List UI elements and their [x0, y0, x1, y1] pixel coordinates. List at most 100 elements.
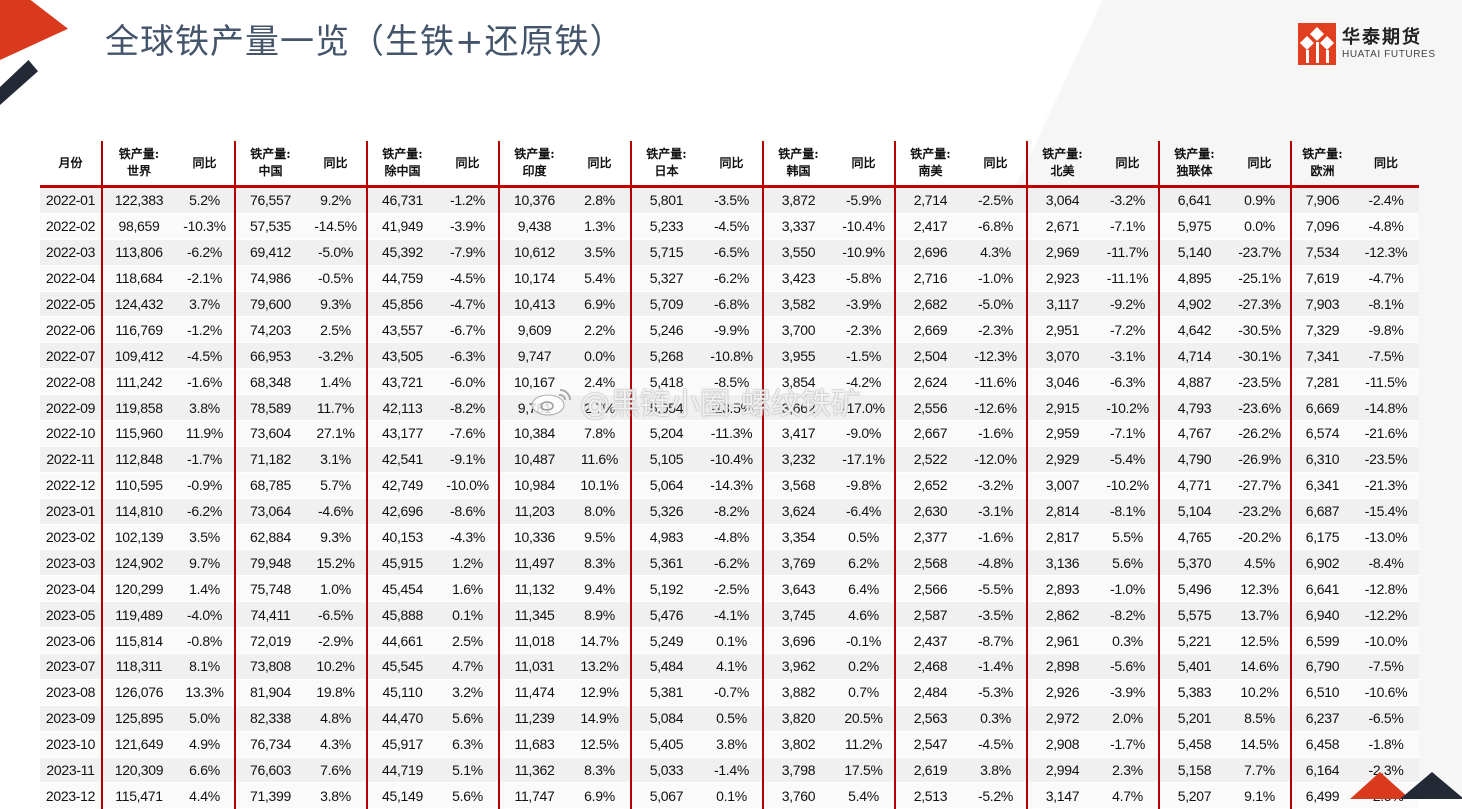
output-cell: 5,204 — [630, 420, 701, 447]
output-cell: 11,239 — [498, 705, 569, 732]
output-cell: 118,684 — [101, 265, 175, 292]
yoy-cell: 4.4% — [175, 782, 235, 809]
yoy-cell: 5.6% — [437, 782, 499, 809]
column-header-yoy: 同比 — [833, 141, 895, 188]
yoy-cell: 0.7% — [833, 679, 895, 706]
output-cell: 2,624 — [894, 368, 965, 396]
output-cell: 45,915 — [366, 549, 437, 577]
yoy-cell: -6.3% — [437, 342, 499, 370]
output-cell: 11,683 — [498, 731, 569, 758]
yoy-cell: -4.5% — [701, 213, 763, 240]
output-cell: 3,337 — [762, 213, 833, 240]
output-cell: 10,984 — [498, 472, 569, 499]
yoy-cell: -21.3% — [1353, 472, 1419, 499]
column-header-yoy: 同比 — [1353, 141, 1419, 188]
yoy-cell: -3.2% — [305, 342, 367, 370]
output-cell: 5,715 — [630, 239, 701, 266]
header-label: 铁产量: — [1302, 147, 1343, 161]
table-row: 2023-12 115,471 4.4% 71,399 3.8% 45,149 5.6% 11… — [40, 782, 1419, 809]
yoy-cell: 2.3% — [1097, 757, 1159, 784]
output-cell: 6,940 — [1290, 601, 1353, 629]
month-cell: 2022-09 — [40, 394, 102, 422]
output-cell: 5,233 — [630, 213, 701, 240]
yoy-cell: -12.3% — [1353, 239, 1419, 266]
yoy-cell: 8.3% — [569, 549, 631, 577]
output-cell: 11,747 — [498, 782, 569, 809]
output-cell: 10,336 — [498, 524, 569, 551]
output-cell: 3,745 — [762, 601, 833, 629]
yoy-cell: 5.5% — [1097, 524, 1159, 551]
yoy-cell: -10.3% — [175, 213, 235, 240]
yoy-cell: 8.5% — [1229, 705, 1291, 732]
output-cell: 5,405 — [630, 731, 701, 758]
output-cell: 7,329 — [1290, 316, 1353, 344]
output-cell: 78,589 — [234, 394, 305, 422]
output-cell: 5,054 — [630, 394, 701, 422]
output-cell: 3,354 — [762, 524, 833, 551]
yoy-cell: 2.8% — [569, 186, 631, 214]
output-cell: 6,790 — [1290, 653, 1353, 680]
table-row: 2022-05 124,432 3.7% 79,600 9.3% 45,856 -4.7% 1… — [40, 291, 1419, 318]
logo-icon — [1298, 23, 1336, 65]
output-cell: 5,105 — [630, 446, 701, 473]
yoy-cell: -11.1% — [1097, 265, 1159, 292]
yoy-cell: -1.4% — [965, 653, 1027, 680]
yoy-cell: -10.2% — [1097, 472, 1159, 499]
yoy-cell: -6.3% — [1097, 368, 1159, 396]
output-cell: 3,700 — [762, 316, 833, 344]
yoy-cell: 3.8% — [965, 757, 1027, 784]
table-row: 2022-04 118,684 -2.1% 74,986 -0.5% 44,759 -4.5… — [40, 265, 1419, 292]
output-cell: 2,563 — [894, 705, 965, 732]
output-cell: 3,582 — [762, 291, 833, 318]
output-cell: 6,310 — [1290, 446, 1353, 473]
yoy-cell: 17.5% — [833, 757, 895, 784]
yoy-cell: -11.3% — [701, 420, 763, 447]
output-cell: 2,923 — [1026, 265, 1097, 292]
column-header-output: 铁产量: 印度 — [498, 141, 569, 188]
yoy-cell: -0.1% — [833, 627, 895, 655]
yoy-cell: 12.5% — [1229, 627, 1291, 655]
yoy-cell: 9.2% — [305, 186, 367, 214]
yoy-cell: -23.2% — [1229, 498, 1291, 525]
output-cell: 5,192 — [630, 575, 701, 603]
output-cell: 5,327 — [630, 265, 701, 292]
output-cell: 9,609 — [498, 316, 569, 344]
yoy-cell: 1.3% — [569, 213, 631, 240]
output-cell: 2,814 — [1026, 498, 1097, 525]
output-cell: 124,902 — [101, 549, 175, 577]
yoy-cell: 6.6% — [175, 757, 235, 784]
output-cell: 7,906 — [1290, 186, 1353, 214]
output-cell: 11,031 — [498, 653, 569, 680]
yoy-cell: 2.5% — [305, 316, 367, 344]
output-cell: 2,504 — [894, 342, 965, 370]
yoy-cell: -10.6% — [1353, 679, 1419, 706]
table-row: 2022-09 119,858 3.8% 78,589 11.7% 42,113 -8.2%… — [40, 394, 1419, 422]
yoy-cell: 2.0% — [1097, 705, 1159, 732]
yoy-cell: -5.0% — [305, 239, 367, 266]
yoy-cell: -7.9% — [437, 239, 499, 266]
output-cell: 3,662 — [762, 394, 833, 422]
output-cell: 5,370 — [1158, 549, 1229, 577]
month-cell: 2022-07 — [40, 342, 102, 370]
output-cell: 2,862 — [1026, 601, 1097, 629]
yoy-cell: -4.0% — [175, 601, 235, 629]
yoy-cell: -1.6% — [175, 368, 235, 396]
column-header-yoy: 同比 — [437, 141, 499, 188]
table-row: 2022-10 115,960 11.9% 73,604 27.1% 43,177 -7.6… — [40, 420, 1419, 447]
month-cell: 2023-03 — [40, 549, 102, 577]
yoy-cell: 1.4% — [305, 368, 367, 396]
month-cell: 2023-04 — [40, 575, 102, 603]
table-row: 2022-08 111,242 -1.6% 68,348 1.4% 43,721 -6.0%… — [40, 368, 1419, 396]
yoy-cell: 9.3% — [305, 291, 367, 318]
output-cell: 2,513 — [894, 782, 965, 809]
output-cell: 2,817 — [1026, 524, 1097, 551]
output-cell: 115,960 — [101, 420, 175, 447]
output-cell: 43,177 — [366, 420, 437, 447]
month-cell: 2023-12 — [40, 782, 102, 809]
output-cell: 44,470 — [366, 705, 437, 732]
table-row: 2023-04 120,299 1.4% 75,748 1.0% 45,454 1.6% 11… — [40, 575, 1419, 603]
yoy-cell: -9.1% — [437, 446, 499, 473]
yoy-cell: -3.9% — [833, 291, 895, 318]
output-cell: 2,437 — [894, 627, 965, 655]
yoy-cell: 0.9% — [1229, 186, 1291, 214]
